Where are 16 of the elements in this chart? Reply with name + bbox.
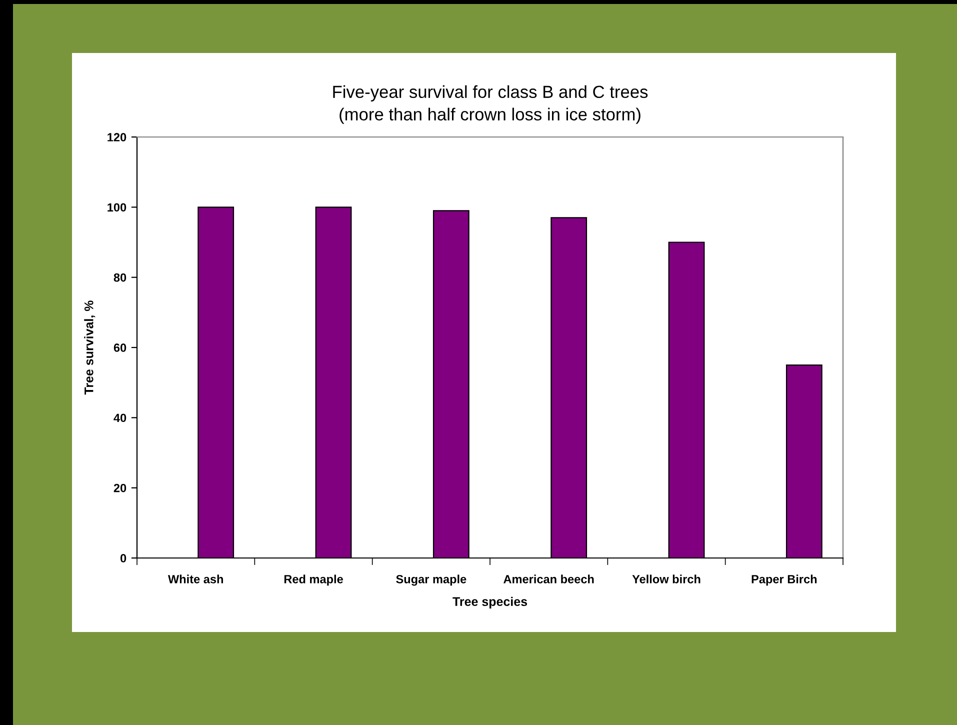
y-tick-label: 0 <box>120 554 126 562</box>
x-tick-label: Paper Birch <box>752 574 817 586</box>
x-axis-title: Tree species <box>452 596 528 608</box>
y-tick-label: 60 <box>114 344 126 352</box>
y-tick-label: 80 <box>114 273 126 282</box>
y-tick-label: 20 <box>114 484 126 492</box>
x-tick-label: White ash <box>168 574 223 584</box>
y-axis-title: Tree survival, % <box>84 300 96 395</box>
x-tick-label: Sugar maple <box>396 574 466 586</box>
y-tick-label: 100 <box>108 203 126 212</box>
x-tick-label: American beech <box>504 574 594 584</box>
y-tick-label: 40 <box>114 414 126 422</box>
chart-title: Five-year survival for class B and C trees (more than half crown loss in ice storm) <box>333 85 648 124</box>
y-tick-label: 120 <box>108 133 126 142</box>
x-tick-label: Yellow birch <box>632 574 700 584</box>
x-tick-label: Red maple <box>284 574 343 586</box>
